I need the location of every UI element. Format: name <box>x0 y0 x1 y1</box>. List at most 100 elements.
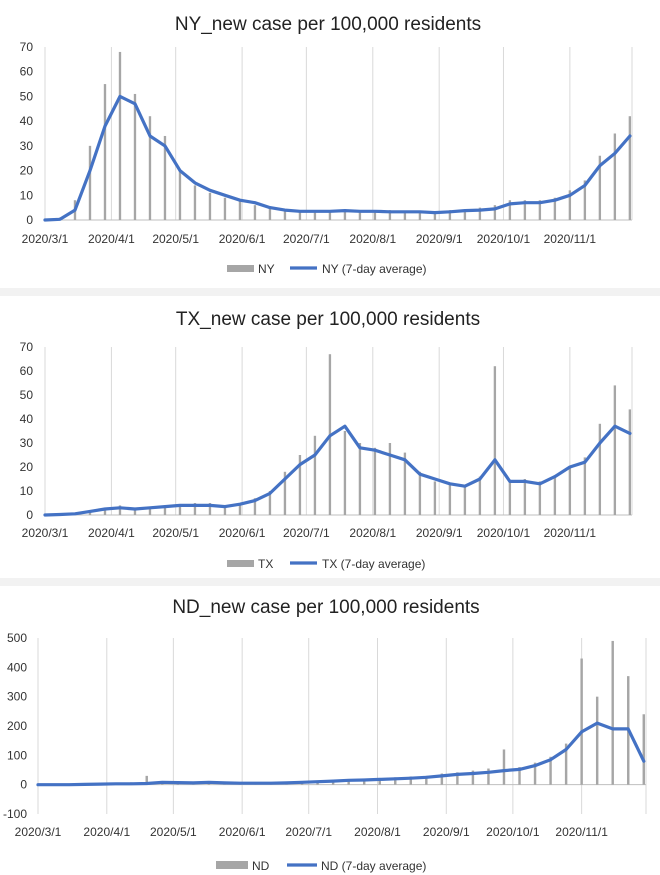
nd-bar <box>425 775 428 785</box>
tx-bar <box>598 423 602 515</box>
tx-y-tick-label: 60 <box>20 364 34 378</box>
ny-bar <box>133 93 137 220</box>
ny-bar <box>223 197 227 220</box>
tx-bar <box>343 431 347 515</box>
tx-x-tick-label: 2020/11/1 <box>544 526 597 540</box>
nd-legend-line-label: ND (7-day average) <box>321 859 426 873</box>
tx-x-tick-label: 2020/9/1 <box>416 526 463 540</box>
nd-bar <box>471 770 475 785</box>
ny-y-tick-label: 30 <box>20 139 34 153</box>
nd-bar <box>518 767 521 785</box>
tx-x-tick-label: 2020/7/1 <box>283 526 330 540</box>
nd-bar <box>564 743 568 785</box>
tx-bar <box>268 491 272 515</box>
nd-bar <box>394 777 397 785</box>
tx-bar <box>553 476 557 515</box>
tx-chart-panel: TX_new case per 100,000 residents 0 10 20 3… <box>0 296 660 578</box>
tx-x-tick-label: 2020/8/1 <box>349 526 396 540</box>
tx-bar <box>238 503 242 515</box>
ny-bar <box>388 210 392 220</box>
ny-bar <box>403 212 407 220</box>
ny-legend: NY NY (7-day average) <box>227 262 427 276</box>
nd-bar <box>611 640 614 785</box>
ny-chart-panel: NY_new case per 100,000 residents 0 10 20 3… <box>0 0 660 288</box>
tx-bar <box>118 505 122 515</box>
nd-x-tick-label: 2020/3/1 <box>15 825 62 839</box>
nd-plot-area: -100 0 100 200 300 400 500 2020/3/1 2020/4/1 2020… <box>3 631 647 839</box>
ny-bar <box>538 200 542 220</box>
tx-plot-area: 0 10 20 30 40 50 60 70 2020/3/1 2020/4/1 2020/5/1 2… <box>20 340 633 540</box>
ny-bar <box>418 212 422 220</box>
ny-x-tick-label: 2020/7/1 <box>283 232 330 246</box>
tx-bar <box>283 471 287 515</box>
nd-bar <box>642 714 645 785</box>
nd-bar <box>487 768 490 785</box>
ny-chart-title: NY_new case per 100,000 residents <box>175 14 481 35</box>
nd-y-tick-label: -100 <box>3 807 27 821</box>
nd-x-tick-label: 2020/4/1 <box>83 825 130 839</box>
tx-chart: TX_new case per 100,000 residents 0 10 20 3… <box>20 309 633 571</box>
tx-bar <box>88 511 92 515</box>
ny-bar <box>628 116 632 220</box>
ny-y-tick-label: 70 <box>20 40 34 54</box>
nd-legend-bar-label: ND <box>252 859 270 873</box>
panel-separator <box>0 288 660 296</box>
ny-bar <box>103 84 107 220</box>
nd-x-tick-label: 2020/6/1 <box>219 825 266 839</box>
nd-x-tick-label: 2020/5/1 <box>150 825 197 839</box>
nd-y-tick-label: 300 <box>7 690 27 704</box>
ny-y-tick-label: 10 <box>20 188 34 202</box>
ny-bar <box>508 200 512 220</box>
tx-bar <box>388 443 392 515</box>
ny-bar <box>373 212 377 220</box>
nd-bar <box>502 749 506 785</box>
tx-bar <box>613 385 617 515</box>
ny-bar <box>433 212 437 220</box>
tx-bar <box>178 505 182 515</box>
nd-legend-bar-swatch <box>216 861 248 869</box>
ny-bar <box>298 210 302 220</box>
nd-x-tick-label: 2020/11/1 <box>555 825 608 839</box>
ny-y-tick-label: 40 <box>20 114 34 128</box>
nd-x-tick-label: 2020/8/1 <box>354 825 401 839</box>
tx-bar <box>523 479 527 515</box>
ny-bar <box>163 135 167 220</box>
tx-bar <box>538 481 542 515</box>
nd-bar <box>456 772 459 785</box>
tx-y-tick-label: 70 <box>20 340 34 354</box>
nd-bar <box>362 778 366 785</box>
nd-x-tick-label: 2020/10/1 <box>486 825 540 839</box>
tx-bar <box>223 505 227 515</box>
ny-x-tick-label: 2020/3/1 <box>22 232 69 246</box>
tx-legend-line-label: TX (7-day average) <box>322 557 425 571</box>
tx-bar <box>463 486 467 515</box>
tx-bar <box>313 435 317 515</box>
ny-chart: NY_new case per 100,000 residents 0 10 20 3… <box>20 14 633 276</box>
tx-bar <box>148 507 152 515</box>
ny-bar <box>328 210 332 220</box>
tx-legend-bar-label: TX <box>258 557 273 571</box>
tx-y-tick-label: 10 <box>20 484 34 498</box>
tx-legend-bar-swatch <box>227 560 254 567</box>
ny-bar <box>178 170 182 220</box>
tx-bar <box>163 505 167 515</box>
tx-y-tick-label: 30 <box>20 436 34 450</box>
ny-bar <box>598 155 602 220</box>
tx-bar <box>358 443 362 515</box>
ny-x-tick-label: 2020/9/1 <box>416 232 463 246</box>
nd-chart-title: ND_new case per 100,000 residents <box>172 597 479 618</box>
ny-bar <box>118 51 122 220</box>
tx-x-tick-label: 2020/10/1 <box>477 526 531 540</box>
nd-chart-panel: ND_new case per 100,000 residents -100 0 1… <box>0 586 660 875</box>
ny-y-tick-label: 60 <box>20 65 34 79</box>
ny-bar <box>613 133 617 220</box>
nd-y-tick-label: 100 <box>7 748 27 762</box>
nd-y-tick-label: 500 <box>7 631 27 645</box>
nd-bar <box>409 776 413 785</box>
tx-bar <box>508 481 512 515</box>
tx-x-tick-label: 2020/5/1 <box>152 526 199 540</box>
tx-x-tick-label: 2020/4/1 <box>88 526 135 540</box>
nd-bar <box>145 775 148 785</box>
nd-y-tick-label: 0 <box>20 778 27 792</box>
ny-bar <box>148 116 152 220</box>
